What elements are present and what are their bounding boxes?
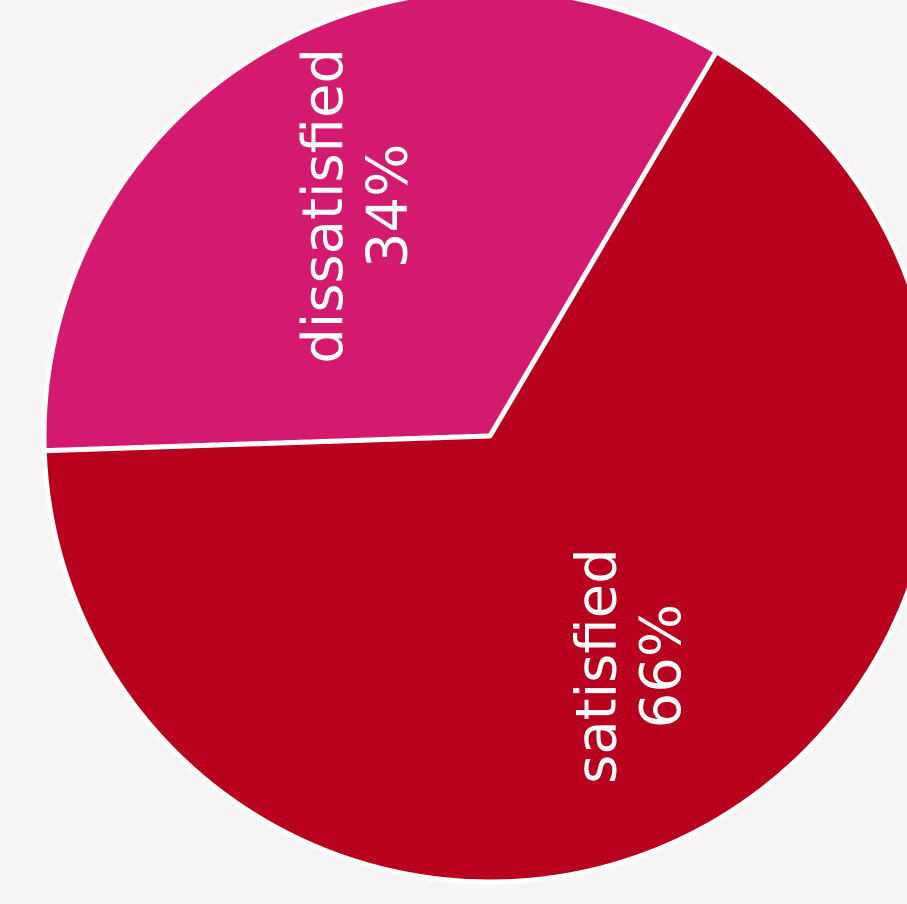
pie-slices bbox=[41, 0, 907, 885]
pie-label-satisfied: satisfied66% bbox=[564, 548, 693, 783]
pie-label-dissatisfied: dissatisfied34% bbox=[291, 48, 420, 364]
pie-labels: dissatisfied34% satisfied66% bbox=[291, 48, 694, 784]
pie-slice-satisfied bbox=[41, 49, 907, 885]
pie-label-value: 66% bbox=[629, 604, 694, 728]
pie-slice-dissatisfied bbox=[41, 0, 719, 454]
pie-label-value: 34% bbox=[356, 144, 421, 268]
pie-label-name: satisfied bbox=[564, 548, 629, 783]
pie-label-name: dissatisfied bbox=[291, 48, 356, 364]
